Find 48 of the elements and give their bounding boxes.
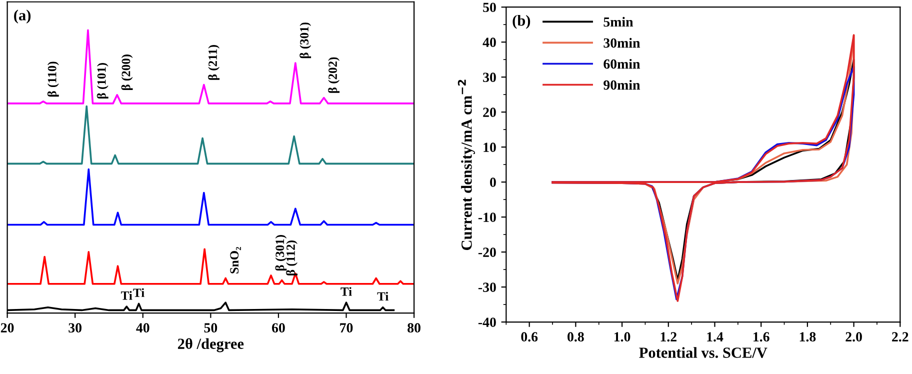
annotation: β (301) (300, 22, 312, 58)
y-tick-label: 10 (484, 142, 496, 152)
y-tick-label: 50 (483, 2, 496, 12)
y-tick-label: -40 (478, 318, 496, 327)
annotation: SnO₂ (230, 247, 241, 274)
annotation: Ti (121, 291, 132, 300)
annotation: β (110) (47, 62, 59, 97)
y-tick-label: 40 (482, 38, 496, 48)
x-tick-label: 0.8 (568, 332, 584, 342)
x-tick-label: 1.0 (614, 332, 630, 342)
text: (a) (14, 10, 31, 24)
annotation: (b) (512, 14, 530, 29)
legend-label: 90min (604, 80, 640, 90)
y-tick-label: -10 (478, 212, 496, 222)
x-tick-label: 2.0 (846, 332, 862, 342)
x-tick-label: 50 (204, 323, 218, 333)
x-tick-label: 1.2 (660, 332, 676, 342)
y-axis-title: Current density/mA cm$^{−2}$ (458, 80, 475, 250)
x-axis-title: 2θ /degree (178, 338, 244, 352)
x-tick-label: 60 (272, 323, 285, 333)
x-tick-label: 1.4 (707, 332, 724, 342)
annotation: Ti (340, 287, 352, 296)
y-tick-label: -30 (478, 282, 496, 292)
annotation: β (202) (328, 57, 340, 93)
x-tick-label: 20 (0, 323, 14, 333)
x-tick-label: 80 (408, 323, 420, 333)
y-tick-label: 30 (483, 72, 496, 82)
x-tick-label: 0.6 (521, 332, 538, 342)
x-axis-title: Potential vs. SCE/V (639, 347, 768, 358)
legend-label: 5min (604, 16, 634, 27)
legend-label: 30min (604, 38, 640, 48)
x-tick-label: 70 (340, 323, 353, 333)
annotation: β (112) (286, 240, 298, 276)
annotation: β (211) (208, 45, 220, 80)
x-tick-label: 2.2 (892, 332, 908, 342)
x-tick-label: 30 (68, 323, 82, 333)
annotation: Ti (133, 288, 144, 297)
legend-label: 60min (604, 58, 640, 69)
x-tick-label: 1.6 (754, 332, 770, 342)
annotation: β (200) (121, 54, 133, 90)
y-tick-label: 0 (490, 178, 496, 188)
x-tick-label: 1.8 (800, 332, 816, 342)
annotation: Ti (377, 292, 388, 301)
x-tick-label: 40 (136, 323, 150, 333)
y-tick-label: 20 (483, 108, 496, 118)
y-tick-label: -20 (478, 248, 496, 257)
annotation: β (301) (275, 235, 287, 271)
annotation: β (101) (96, 63, 108, 99)
